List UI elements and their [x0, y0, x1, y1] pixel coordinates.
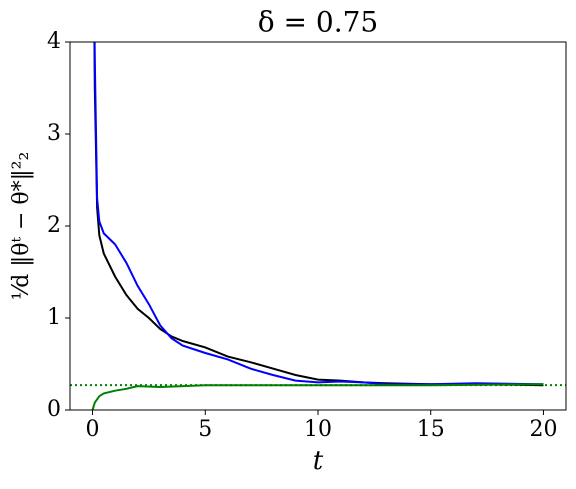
y-tick-label: 4 — [47, 29, 61, 54]
x-tick-label: 5 — [198, 417, 212, 442]
chart-title: δ = 0.75 — [258, 6, 378, 39]
series-line — [91, 383, 544, 410]
y-tick-label: 3 — [47, 121, 61, 146]
x-tick-label: 20 — [529, 417, 557, 442]
plot-area — [70, 42, 566, 410]
series-line — [93, 42, 544, 386]
y-tick-label: 1 — [47, 305, 61, 330]
x-tick-label: 0 — [86, 417, 100, 442]
series-line — [93, 42, 544, 387]
x-axis-label: t — [313, 446, 324, 476]
y-axis-label: ¹⁄d ‖θᵗ − θ*‖²₂ — [9, 152, 34, 301]
x-tick-label: 15 — [417, 417, 445, 442]
x-tick-label: 10 — [304, 417, 332, 442]
axes-frame — [69, 41, 567, 411]
y-tick-label: 0 — [47, 397, 61, 422]
y-tick-label: 2 — [47, 213, 61, 238]
